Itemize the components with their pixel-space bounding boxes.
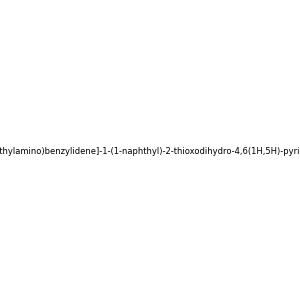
Text: 5-[4-(dimethylamino)benzylidene]-1-(1-naphthyl)-2-thioxodihydro-4,6(1H,5H)-pyrim: 5-[4-(dimethylamino)benzylidene]-1-(1-na… bbox=[0, 147, 300, 156]
